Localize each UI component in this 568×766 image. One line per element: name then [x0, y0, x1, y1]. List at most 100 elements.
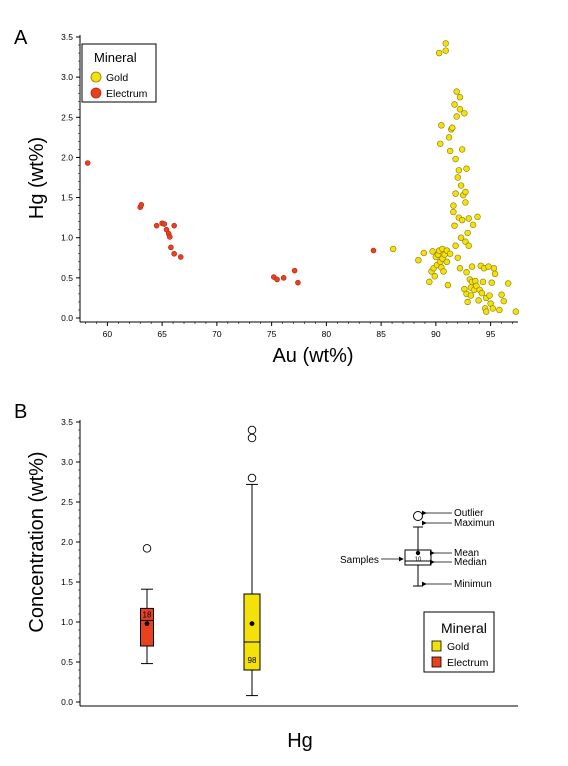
gold-point	[479, 278, 487, 286]
gold-iqr-box	[243, 593, 261, 671]
box-y-tick-label: 3.0	[61, 457, 73, 467]
box-key-mean-dot	[415, 550, 421, 556]
gold-point	[456, 265, 464, 272]
gold-point	[442, 40, 449, 47]
scatter-y-tick-label: 1.0	[61, 233, 73, 243]
gold-point	[452, 242, 459, 249]
scatter-y-tick-label: 0.5	[61, 273, 73, 283]
box-key-median-label: Median	[454, 557, 487, 568]
electrum-point	[274, 276, 280, 283]
scatter-legend-electrum-marker	[90, 87, 102, 99]
gold-point	[435, 49, 443, 57]
gold-point	[451, 222, 458, 229]
gold-point	[486, 292, 493, 299]
electrum-point	[291, 267, 298, 274]
box-legend: Mineral Gold Electrum	[423, 611, 495, 673]
electrum-point	[84, 160, 91, 166]
box-key-max-label: Maximun	[454, 518, 495, 529]
scatter-y-tick-label: 1.5	[61, 193, 73, 203]
scatter-x-tick-label: 85	[376, 329, 386, 339]
electrum-mean-dot	[144, 621, 150, 626]
gold-point	[452, 155, 459, 163]
gold-point	[456, 94, 464, 101]
scatter-legend-gold-marker	[90, 71, 102, 83]
gold-point	[452, 190, 459, 197]
panel-a: A 60 65 70 75 80 85 90 95 0.0 0.5 1.0 1.5 2.0 2.5 3.0 3…	[14, 27, 520, 367]
scatter-y-axis-label: Hg (wt%)	[26, 137, 48, 219]
gold-point	[496, 306, 503, 314]
box-x-axis-label: Hg	[287, 730, 313, 752]
gold-point	[446, 147, 454, 155]
gold-point	[454, 174, 461, 181]
box-key-min-label: Minimun	[454, 579, 492, 590]
gold-point	[415, 256, 422, 264]
gold-point	[500, 297, 507, 305]
scatter-legend-title: Mineral	[94, 50, 137, 65]
gold-point	[468, 263, 476, 270]
scatter-y-tick-label: 2.0	[61, 152, 73, 162]
gold-point	[445, 134, 453, 141]
box-legend-gold-label: Gold	[447, 641, 469, 653]
electrum-point	[166, 234, 173, 240]
gold-point	[458, 146, 466, 153]
gold-point	[443, 258, 451, 265]
scatter-x-tick-label: 80	[322, 329, 332, 339]
electrum-point	[295, 279, 301, 286]
gold-point	[490, 265, 498, 272]
gold-box: 98	[243, 425, 261, 697]
gold-point	[458, 216, 466, 224]
gold-point	[463, 269, 470, 276]
electrum-point	[171, 222, 177, 229]
gold-point	[429, 248, 436, 255]
scatter-points	[84, 40, 520, 315]
gold-mean-dot	[249, 621, 255, 626]
electrum-outlier	[142, 544, 152, 553]
gold-outlier	[247, 433, 257, 443]
box-axes: 0.0 0.5 1.0 1.5 2.0 2.5 3.0 3.5	[61, 417, 518, 707]
box-y-tick-label: 0.0	[61, 697, 73, 707]
electrum-iqr-box	[140, 607, 154, 647]
panel-a-letter: A	[14, 27, 28, 49]
electrum-point	[171, 250, 177, 257]
gold-outlier	[247, 425, 257, 435]
gold-point	[450, 208, 457, 216]
gold-point	[453, 88, 460, 95]
scatter-axes: 60 65 70 75 80 85 90 95 0.0 0.5 1.0 1.5 2.0 2.5 3.0 3.5	[61, 32, 518, 339]
gold-point	[475, 297, 482, 304]
gold-point	[389, 245, 397, 253]
scatter-x-tick-label: 75	[267, 329, 277, 339]
box-legend-gold-swatch	[431, 640, 442, 652]
gold-point	[469, 221, 477, 229]
electrum-point	[138, 201, 145, 208]
gold-point	[465, 215, 472, 222]
gold-point	[453, 113, 460, 120]
gold-point	[462, 188, 469, 196]
electrum-point	[370, 247, 377, 254]
gold-point	[455, 167, 463, 174]
box-key-mean-label: Mean	[454, 548, 479, 559]
gold-point	[437, 140, 444, 147]
box-legend-electrum-label: Electrum	[447, 657, 489, 669]
gold-point	[456, 106, 464, 113]
electrum-box: 18	[140, 544, 154, 665]
gold-point	[464, 229, 471, 237]
electrum-point	[161, 221, 168, 227]
box-key-outlier-circle	[413, 511, 423, 521]
scatter-y-tick-label: 0.0	[61, 313, 73, 323]
box-y-tick-label: 1.5	[61, 577, 73, 587]
gold-point	[426, 278, 433, 286]
gold-point	[438, 122, 445, 129]
gold-point	[461, 110, 468, 117]
gold-point	[467, 292, 475, 299]
gold-point	[485, 263, 492, 270]
scatter-legend: Mineral Gold Electrum	[81, 43, 157, 103]
gold-point	[449, 124, 456, 131]
electrum-point	[168, 244, 174, 251]
scatter-x-tick-label: 65	[157, 329, 167, 339]
gold-point	[450, 202, 457, 209]
scatter-x-tick-label: 95	[486, 329, 496, 339]
box-y-axis-label: Concentration (wt%)	[26, 451, 48, 632]
box-key: 10 Samples Outlier Maximun Mean Median M…	[340, 508, 495, 590]
gold-point	[483, 308, 490, 315]
